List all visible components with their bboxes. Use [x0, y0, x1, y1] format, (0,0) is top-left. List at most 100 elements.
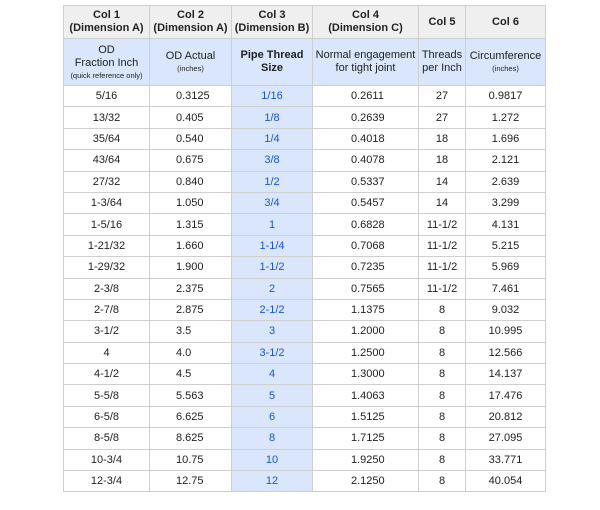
table-row: 8-5/8 8.625 8 1.7125 8 27.095	[63, 427, 546, 450]
table-cell: 1.2000	[312, 320, 419, 343]
table-cell: 27.095	[465, 427, 546, 450]
table-cell: 1.696	[465, 127, 546, 151]
table-cell: 1.1375	[312, 298, 419, 322]
header-subtitle: (Dimension A)	[69, 22, 144, 34]
table-cell: 7.461	[465, 277, 546, 300]
table-cell: 3.5	[149, 320, 232, 343]
thread-size-link[interactable]: 2	[231, 277, 313, 300]
table-cell: 5.563	[149, 384, 232, 407]
table-cell: 1-5/16	[63, 213, 150, 236]
table-cell: 5/16	[63, 84, 150, 108]
thread-size-link[interactable]: 12	[231, 470, 313, 493]
table-row: 1-3/64 1.050 3/4 0.5457 14 3.299	[63, 191, 546, 215]
table-row: 27/32 0.840 1/2 0.5337 14 2.639	[63, 170, 546, 193]
thread-size-link[interactable]: 3/8	[231, 149, 313, 172]
subheader-label: Size	[260, 62, 283, 74]
thread-size-link[interactable]: 3	[231, 320, 313, 343]
subheader-note: (inches)	[177, 64, 204, 73]
table-cell: 12.566	[465, 341, 546, 365]
thread-size-link[interactable]: 3-1/2	[231, 341, 313, 365]
table-cell: 1.315	[149, 213, 232, 236]
thread-size-link[interactable]: 1/8	[231, 106, 313, 129]
table-head: Col 1 (Dimension A) Col 2 (Dimension A) Col …	[63, 5, 546, 86]
subheader-label: OD	[98, 43, 115, 56]
header-title: Col 4	[352, 9, 379, 21]
table-cell: 1-3/64	[63, 191, 150, 215]
table-cell: 2.639	[465, 170, 546, 193]
table-cell: 11-1/2	[418, 234, 466, 258]
table-cell: 8	[418, 427, 466, 450]
header-subtitle: (Dimension C)	[328, 22, 403, 34]
thread-size-link[interactable]: 1-1/2	[231, 256, 313, 279]
table-row: 6-5/8 6.625 6 1.5125 8 20.812	[63, 405, 546, 429]
table-row: 2-7/8 2.875 2-1/2 1.1375 8 9.032	[63, 298, 546, 322]
table-cell: 3-1/2	[63, 320, 150, 343]
table-cell: 1.4063	[312, 384, 419, 407]
subheader-note: (quick reference only)	[70, 70, 143, 80]
table-cell: 0.6828	[312, 213, 419, 236]
table-row: 35/64 0.540 1/4 0.4018 18 1.696	[63, 127, 546, 151]
table-cell: 14	[418, 170, 466, 193]
table-cell: 2.875	[149, 298, 232, 322]
table-cell: 0.7068	[312, 234, 419, 258]
thread-size-link[interactable]: 5	[231, 384, 313, 407]
thread-size-link[interactable]: 3/4	[231, 191, 313, 215]
table-cell: 4.0	[149, 341, 232, 365]
table-cell: 8	[418, 341, 466, 365]
thread-size-link[interactable]: 1-1/4	[231, 234, 313, 258]
subheader-cell: Normal engagement for tight joint	[312, 38, 419, 86]
table-cell: 27	[418, 84, 466, 108]
subheader-label: Normal engagement	[315, 49, 416, 61]
subheader-label: Pipe Thread	[240, 49, 304, 61]
table-cell: 1.900	[149, 256, 232, 279]
thread-size-link[interactable]: 1	[231, 213, 313, 236]
subheader-label: Fraction Inch	[74, 56, 139, 69]
table-cell: 1.5125	[312, 405, 419, 429]
table-cell: 40.054	[465, 470, 546, 493]
table-cell: 8	[418, 384, 466, 407]
thread-size-link[interactable]: 10	[231, 448, 313, 472]
table-cell: 1.7125	[312, 427, 419, 450]
subheader-cell: Pipe Thread Size	[231, 38, 313, 86]
table-cell: 0.2611	[312, 84, 419, 108]
table-cell: 1-21/32	[63, 234, 150, 258]
header-cell: Col 3 (Dimension B)	[231, 5, 313, 39]
table-cell: 0.4078	[312, 149, 419, 172]
header-cell: Col 6	[465, 5, 546, 39]
table-cell: 2.1250	[312, 470, 419, 493]
header-cell: Col 1 (Dimension A)	[63, 5, 150, 39]
table-row: 43/64 0.675 3/8 0.4078 18 2.121	[63, 149, 546, 172]
header-title: Col 1	[93, 9, 120, 21]
table-cell: 4.5	[149, 363, 232, 386]
table-row: 4 4.0 3-1/2 1.2500 8 12.566	[63, 341, 546, 365]
table-cell: 18	[418, 127, 466, 151]
table-cell: 11-1/2	[418, 213, 466, 236]
thread-size-link[interactable]: 8	[231, 427, 313, 450]
subheader-label: OD Actual	[165, 50, 216, 62]
table-row: 10-3/4 10.75 10 1.9250 8 33.771	[63, 448, 546, 472]
table-cell: 8-5/8	[63, 427, 150, 450]
table-cell: 0.840	[149, 170, 232, 193]
subheader-cell: OD Actual (inches)	[149, 38, 232, 86]
table-cell: 1.272	[465, 106, 546, 129]
thread-size-link[interactable]: 4	[231, 363, 313, 386]
thread-size-link[interactable]: 1/16	[231, 84, 313, 108]
thread-size-link[interactable]: 1/2	[231, 170, 313, 193]
thread-size-link[interactable]: 1/4	[231, 127, 313, 151]
table-cell: 35/64	[63, 127, 150, 151]
table-cell: 13/32	[63, 106, 150, 129]
table-cell: 27/32	[63, 170, 150, 193]
thread-size-link[interactable]: 6	[231, 405, 313, 429]
table-row: 2-3/8 2.375 2 0.7565 11-1/2 7.461	[63, 277, 546, 300]
table-cell: 12-3/4	[63, 470, 150, 493]
thread-size-link[interactable]: 2-1/2	[231, 298, 313, 322]
table-cell: 1.050	[149, 191, 232, 215]
table-cell: 0.540	[149, 127, 232, 151]
table-cell: 27	[418, 106, 466, 129]
table-cell: 0.7235	[312, 256, 419, 279]
table-cell: 2.121	[465, 149, 546, 172]
table-cell: 1.9250	[312, 448, 419, 472]
table-cell: 14.137	[465, 363, 546, 386]
table-cell: 0.9817	[465, 84, 546, 108]
header-title: Col 2	[177, 9, 204, 21]
